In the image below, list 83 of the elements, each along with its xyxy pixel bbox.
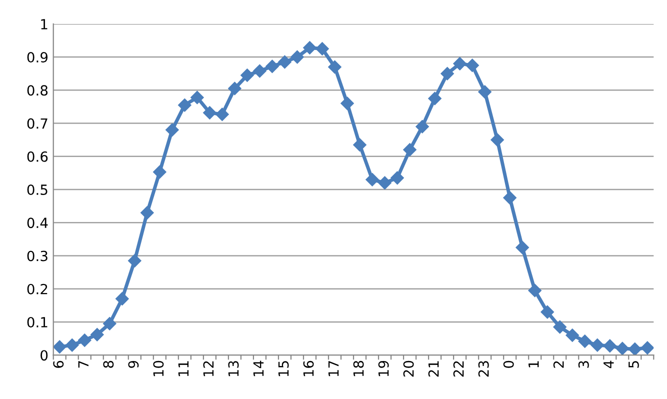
point bbox=[590, 338, 604, 352]
point bbox=[278, 55, 292, 69]
y-tick-label: 0 bbox=[40, 350, 48, 361]
x-tick-label: 3 bbox=[578, 361, 589, 368]
y-tick-label: 0.8 bbox=[27, 85, 48, 96]
point bbox=[228, 82, 242, 96]
x-tick-label: 5 bbox=[628, 361, 639, 368]
y-tick-label: 0.3 bbox=[27, 250, 48, 262]
point bbox=[340, 96, 354, 110]
point bbox=[353, 138, 366, 152]
point bbox=[416, 120, 429, 134]
y-tick-label: 0.5 bbox=[27, 184, 48, 195]
x-tick-label: 15 bbox=[278, 361, 289, 376]
point bbox=[566, 328, 579, 342]
x-tick-label: 23 bbox=[478, 361, 489, 377]
point bbox=[303, 41, 316, 54]
x-tick-label: 9 bbox=[128, 360, 139, 368]
point bbox=[178, 98, 192, 112]
y-tick-label: 0.7 bbox=[27, 118, 48, 129]
point bbox=[516, 240, 529, 254]
x-tick-label: 8 bbox=[103, 360, 114, 368]
x-tick-label: 20 bbox=[403, 360, 414, 377]
point bbox=[366, 173, 379, 186]
point bbox=[466, 58, 479, 72]
x-tick-label: 13 bbox=[228, 361, 239, 376]
y-tick-label: 0.9 bbox=[27, 52, 48, 63]
y-tick-label: 0.4 bbox=[27, 218, 48, 228]
point bbox=[453, 57, 466, 70]
point bbox=[103, 317, 116, 330]
point bbox=[290, 50, 304, 64]
point bbox=[203, 106, 216, 120]
point bbox=[216, 108, 229, 121]
point bbox=[478, 85, 492, 98]
point bbox=[390, 171, 404, 185]
point bbox=[266, 60, 279, 73]
point bbox=[628, 342, 642, 356]
x-tick-label: 18 bbox=[353, 360, 364, 376]
point bbox=[240, 68, 254, 82]
point bbox=[528, 284, 542, 298]
point bbox=[616, 342, 629, 356]
x-tick-label: 19 bbox=[378, 360, 389, 376]
x-tick-label: 1 bbox=[528, 361, 539, 368]
x-tick-label: 14 bbox=[253, 360, 264, 376]
point bbox=[578, 334, 592, 348]
point bbox=[378, 176, 392, 190]
point bbox=[490, 133, 504, 146]
y-tick-label: 0.2 bbox=[27, 284, 48, 294]
point bbox=[190, 90, 204, 104]
x-tick-label: 10 bbox=[153, 360, 164, 376]
point bbox=[90, 328, 104, 342]
point bbox=[603, 339, 616, 352]
point bbox=[140, 206, 154, 220]
point bbox=[328, 60, 342, 74]
point bbox=[253, 64, 266, 78]
x-tick-label: 21 bbox=[428, 361, 439, 377]
x-tick-label: 12 bbox=[203, 361, 214, 376]
point bbox=[640, 341, 654, 354]
x-tick-label: 7 bbox=[78, 361, 88, 368]
point bbox=[116, 292, 129, 306]
y-tick-label: 0.6 bbox=[27, 151, 48, 162]
point bbox=[53, 340, 66, 354]
x-tick-label: 6 bbox=[53, 360, 64, 368]
y-tick-label: 1 bbox=[41, 19, 48, 30]
point bbox=[440, 67, 454, 80]
point bbox=[503, 191, 516, 204]
x-tick-label: 22 bbox=[453, 361, 464, 377]
point bbox=[66, 338, 79, 352]
x-tick-label: 17 bbox=[328, 361, 339, 376]
point bbox=[403, 143, 416, 156]
point bbox=[553, 320, 566, 334]
point bbox=[540, 305, 554, 319]
x-tick-label: 2 bbox=[553, 361, 564, 368]
point bbox=[128, 254, 142, 268]
x-tick-label: 4 bbox=[604, 360, 614, 368]
point bbox=[428, 92, 442, 106]
point bbox=[78, 334, 92, 347]
x-tick-label: 11 bbox=[178, 361, 189, 376]
y-tick-label: 0.1 bbox=[27, 316, 48, 328]
point bbox=[153, 165, 166, 179]
point bbox=[166, 123, 179, 136]
x-tick-label: 16 bbox=[303, 360, 314, 376]
point bbox=[316, 42, 329, 56]
x-tick-label: 0 bbox=[503, 360, 514, 368]
